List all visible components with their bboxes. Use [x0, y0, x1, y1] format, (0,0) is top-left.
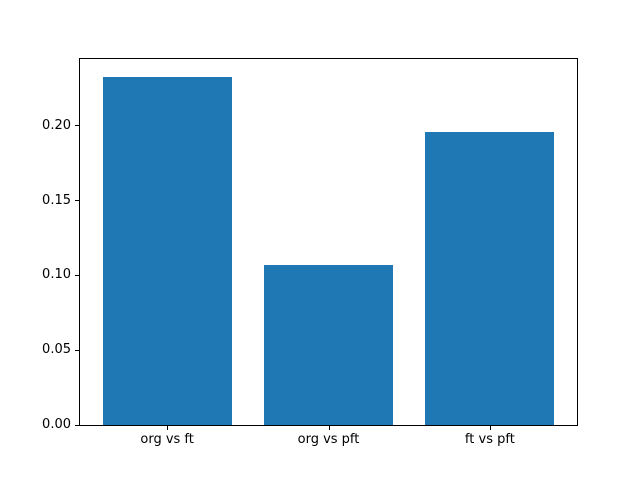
plot-area: org vs ft org vs pft ft vs pft 0.00 0.05 0.10… — [42, 58, 578, 447]
bar-org-vs-pft — [263, 264, 394, 425]
y-tick-label: 0.05 — [42, 342, 71, 358]
y-tick-label: 0.15 — [42, 192, 71, 208]
y-tick-label: 0.00 — [42, 417, 71, 433]
y-tick-mark — [75, 349, 79, 351]
y-tick-mark — [75, 274, 79, 276]
x-tick-label: org vs pft — [297, 432, 360, 447]
x-tick-mark — [328, 426, 330, 430]
y-tick-mark — [75, 200, 79, 202]
y-tick-mark — [75, 125, 79, 127]
y-tick-label: 0.20 — [42, 118, 71, 134]
bar-org-vs-ft — [102, 76, 232, 425]
y-tick-label: 0.10 — [42, 267, 71, 283]
bar-ft-vs-pft — [425, 131, 555, 425]
x-tick-label: org vs ft — [140, 432, 194, 447]
y-tick-mark — [75, 424, 79, 426]
x-tick-label: ft vs pft — [464, 432, 515, 447]
x-tick-mark — [489, 426, 491, 430]
x-tick-mark — [167, 426, 169, 430]
